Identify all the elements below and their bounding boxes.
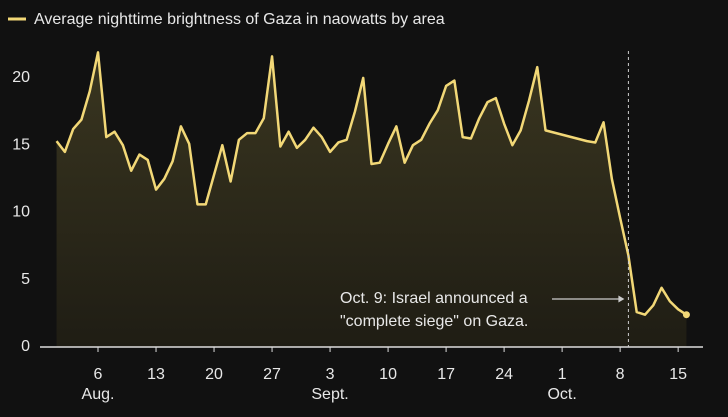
annotation-arrowhead (618, 295, 625, 303)
x-tick-label: 13 (147, 366, 165, 383)
x-tick-label: 17 (437, 366, 455, 383)
y-tick-label: 10 (12, 204, 30, 221)
x-tick-label: 27 (263, 366, 281, 383)
x-tick-sublabel: Aug. (82, 386, 115, 403)
y-tick-label: 15 (12, 136, 30, 153)
x-tick-label: 3 (326, 366, 335, 383)
end-dot (682, 311, 690, 319)
area (56, 52, 687, 347)
y-tick-label: 5 (21, 271, 30, 288)
x-tick-label: 10 (379, 366, 397, 383)
x-tick-label: 15 (669, 366, 687, 383)
annotation-text: Oct. 9: Israel announced a (340, 290, 528, 307)
x-tick-sublabel: Oct. (547, 386, 576, 403)
line (55, 51, 688, 316)
x-tick-label: 24 (495, 366, 513, 383)
legend-label: Average nighttime brightness of Gaza in … (34, 11, 445, 28)
x-tick-sublabel: Sept. (311, 386, 348, 403)
annotation-text: "complete siege" on Gaza. (340, 313, 528, 330)
x-tick-label: 6 (94, 366, 103, 383)
y-tick-label: 0 (21, 338, 30, 355)
y-tick-label: 20 (12, 69, 30, 86)
x-tick-label: 20 (205, 366, 223, 383)
x-tick-label: 1 (558, 366, 567, 383)
x-tick-label: 8 (616, 366, 625, 383)
